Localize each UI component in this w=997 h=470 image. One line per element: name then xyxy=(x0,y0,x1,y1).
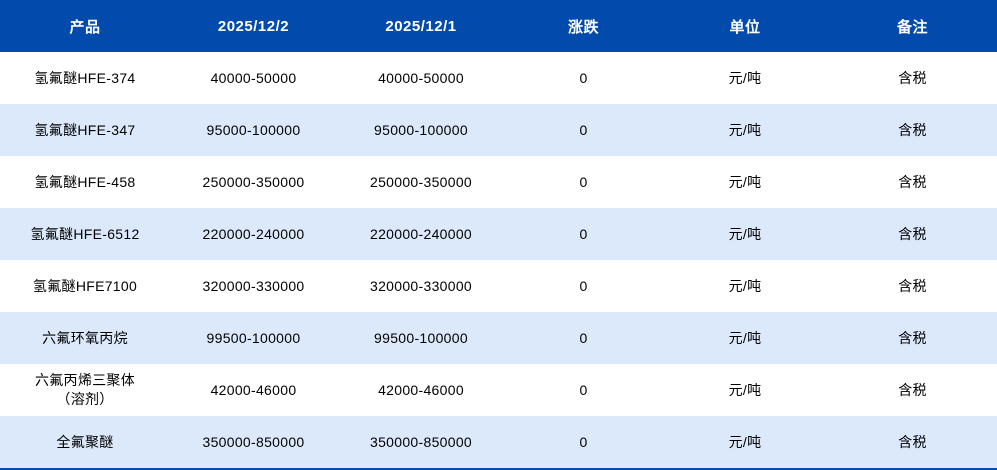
cell-unit: 元/吨 xyxy=(728,277,762,294)
header-date-2: 2025/12/1 xyxy=(337,0,505,52)
cell-change: 0 xyxy=(579,381,588,398)
cell-product: 六氟环氧丙烷 xyxy=(0,312,170,364)
cell-change: 0 xyxy=(579,277,588,294)
cell-price-previous: 320000-330000 xyxy=(370,277,472,294)
cell-price-current: 42000-46000 xyxy=(210,381,297,398)
header-row: 产品 2025/12/2 2025/12/1 涨跌 单位 备注 xyxy=(0,0,997,52)
cell-change: 0 xyxy=(505,312,662,364)
cell-change: 0 xyxy=(579,69,588,86)
cell-price-current: 95000-100000 xyxy=(170,104,337,156)
cell-unit: 元/吨 xyxy=(728,173,762,190)
cell-price-previous: 95000-100000 xyxy=(337,104,505,156)
cell-price-previous: 40000-50000 xyxy=(378,69,464,86)
cell-note: 含税 xyxy=(828,416,997,469)
table-row: 氢氟醚HFE-6512 220000-240000 220000-240000 0 元/… xyxy=(0,208,997,260)
table-row: 氢氟醚HFE-458 250000-350000 250000-350000 0 元/吨… xyxy=(0,156,997,208)
table-row: 六氟丙烯三聚体 （溶剂） 42000-46000 42000-46000 0 元/吨 含税 xyxy=(0,364,997,416)
table-row: 六氟环氧丙烷 99500-100000 99500-100000 0 元/吨 含税 xyxy=(0,312,997,364)
cell-product: 氢氟醚HFE-458 xyxy=(34,173,136,190)
header-product: 产品 xyxy=(0,0,170,52)
cell-price-current: 350000-850000 xyxy=(170,416,337,469)
table-row: 氢氟醚HFE7100 320000-330000 320000-330000 0 元/吨… xyxy=(0,260,997,312)
cell-change: 0 xyxy=(505,208,662,260)
header-change: 涨跌 xyxy=(505,0,662,52)
cell-price-current: 320000-330000 xyxy=(202,277,305,294)
cell-unit: 元/吨 xyxy=(728,69,762,86)
table-row: 全氟聚醚 350000-850000 350000-850000 0 元/吨 含税 xyxy=(0,416,997,469)
cell-unit: 元/吨 xyxy=(662,208,828,260)
cell-price-current: 99500-100000 xyxy=(170,312,337,364)
cell-price-previous: 220000-240000 xyxy=(337,208,505,260)
cell-price-current: 220000-240000 xyxy=(170,208,337,260)
cell-unit: 元/吨 xyxy=(662,104,828,156)
header-date-1: 2025/12/2 xyxy=(170,0,337,52)
header-note: 备注 xyxy=(828,0,997,52)
cell-unit: 元/吨 xyxy=(728,381,762,398)
cell-price-previous: 99500-100000 xyxy=(337,312,505,364)
cell-product: 六氟丙烯三聚体 （溶剂） xyxy=(34,372,136,407)
cell-price-current: 40000-50000 xyxy=(210,69,297,86)
cell-note: 含税 xyxy=(828,312,997,364)
cell-note: 含税 xyxy=(898,69,927,86)
cell-product: 氢氟醚HFE7100 xyxy=(32,277,138,294)
cell-unit: 元/吨 xyxy=(662,416,828,469)
cell-note: 含税 xyxy=(898,381,927,398)
cell-change: 0 xyxy=(579,173,588,190)
cell-product: 氢氟醚HFE-6512 xyxy=(0,208,170,260)
cell-price-current: 250000-350000 xyxy=(202,173,305,190)
table-row: 氢氟醚HFE-347 95000-100000 95000-100000 0 元/吨 含税 xyxy=(0,104,997,156)
cell-product: 全氟聚醚 xyxy=(0,416,170,469)
header-unit: 单位 xyxy=(662,0,828,52)
cell-product: 氢氟醚HFE-374 xyxy=(34,69,136,86)
cell-unit: 元/吨 xyxy=(662,312,828,364)
cell-price-previous: 42000-46000 xyxy=(378,381,464,398)
cell-price-previous: 250000-350000 xyxy=(370,173,472,190)
table-row: 氢氟醚HFE-374 40000-50000 40000-50000 0 元/吨 含税 xyxy=(0,52,997,104)
cell-note: 含税 xyxy=(828,208,997,260)
cell-note: 含税 xyxy=(898,173,927,190)
cell-price-previous: 350000-850000 xyxy=(337,416,505,469)
cell-change: 0 xyxy=(505,416,662,469)
cell-note: 含税 xyxy=(828,104,997,156)
cell-product: 氢氟醚HFE-347 xyxy=(0,104,170,156)
cell-change: 0 xyxy=(505,104,662,156)
cell-note: 含税 xyxy=(898,277,927,294)
